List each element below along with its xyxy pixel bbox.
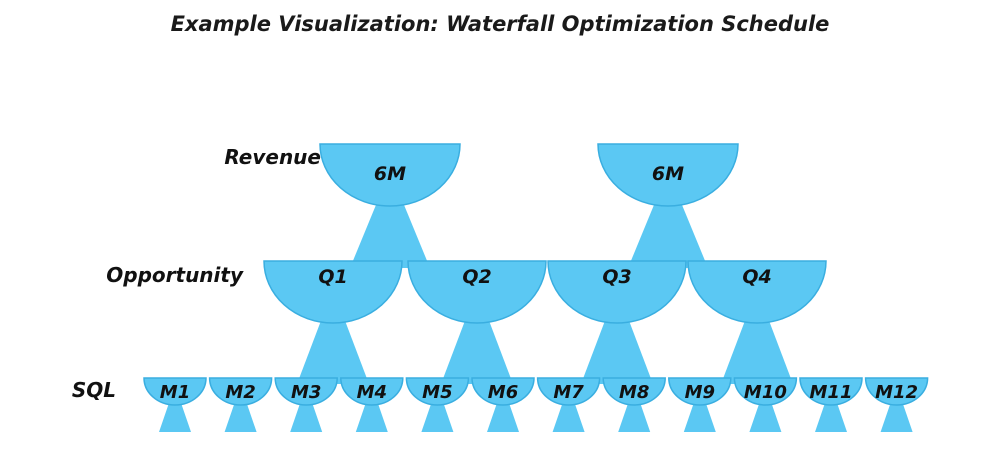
sql-value-9: M9 [685, 382, 715, 403]
sql-value-6: M6 [488, 382, 518, 403]
sql-value-7: M7 [553, 382, 584, 403]
sql-stem-3 [290, 400, 323, 432]
revenue-value-1: 6M [374, 163, 406, 185]
cups-layer [143, 143, 929, 406]
sql-stem-10 [749, 400, 782, 432]
opportunity-cup-3 [547, 260, 687, 324]
sql-stem-8 [618, 400, 651, 432]
sql-cup-12 [864, 377, 929, 406]
opportunity-stem-1 [297, 318, 369, 384]
sql-cup-5 [405, 377, 470, 406]
opportunity-value-3: Q3 [602, 266, 631, 288]
sql-stem-6 [487, 400, 519, 432]
sql-value-11: M11 [810, 382, 853, 403]
sql-cup-8 [602, 377, 666, 406]
sql-cup-6 [471, 377, 535, 406]
sql-cup-7 [536, 377, 601, 406]
sql-value-10: M10 [744, 382, 787, 403]
row-label-sql: SQL [72, 378, 116, 402]
opportunity-cup-2 [407, 260, 547, 324]
opportunity-value-4: Q4 [742, 266, 771, 288]
sql-cup-4 [340, 377, 404, 406]
revenue-stem-1 [350, 200, 430, 268]
opportunity-value-1: Q1 [318, 266, 347, 288]
row-label-revenue: Revenue [224, 145, 321, 169]
sql-cup-2 [208, 377, 273, 406]
sql-stem-11 [815, 400, 847, 432]
sql-cup-11 [799, 377, 863, 406]
labels-layer: 6M 6M Q1 Q2 Q3 Q4 M1 M2 M3 M4 M5 M6 M7 M8 M9 M10 M11 M12 R… [72, 145, 918, 403]
sql-stem-7 [552, 400, 585, 432]
revenue-stem-2 [628, 200, 708, 268]
revenue-cup-1 [319, 143, 461, 207]
sql-cup-9 [668, 377, 732, 406]
sql-stem-9 [683, 400, 716, 432]
sql-value-8: M8 [619, 382, 649, 403]
row-label-opportunity: Opportunity [106, 263, 244, 287]
sql-value-12: M12 [875, 382, 918, 403]
sql-cup-1 [143, 377, 207, 406]
sql-stem-5 [421, 400, 454, 432]
sql-stem-12 [880, 400, 913, 432]
sql-stem-1 [159, 400, 191, 432]
sql-stem-2 [224, 400, 257, 432]
sql-value-3: M3 [291, 382, 321, 403]
sql-value-1: M1 [160, 382, 190, 403]
sql-value-5: M5 [422, 382, 452, 403]
opportunity-cup-4 [687, 260, 827, 324]
sql-value-2: M2 [225, 382, 255, 403]
opportunity-cup-1 [263, 260, 403, 324]
opportunity-value-2: Q2 [462, 266, 491, 288]
opportunity-stem-2 [441, 318, 513, 384]
opportunity-stem-3 [581, 318, 653, 384]
stems-layer [159, 200, 913, 432]
revenue-value-2: 6M [652, 163, 684, 185]
sql-value-4: M4 [357, 382, 387, 403]
revenue-cup-2 [597, 143, 739, 207]
opportunity-stem-4 [721, 318, 793, 384]
diagram-title: Example Visualization: Waterfall Optimiz… [170, 12, 830, 36]
sql-cup-3 [274, 377, 338, 406]
sql-stem-4 [355, 400, 388, 432]
sql-cup-10 [733, 377, 798, 406]
